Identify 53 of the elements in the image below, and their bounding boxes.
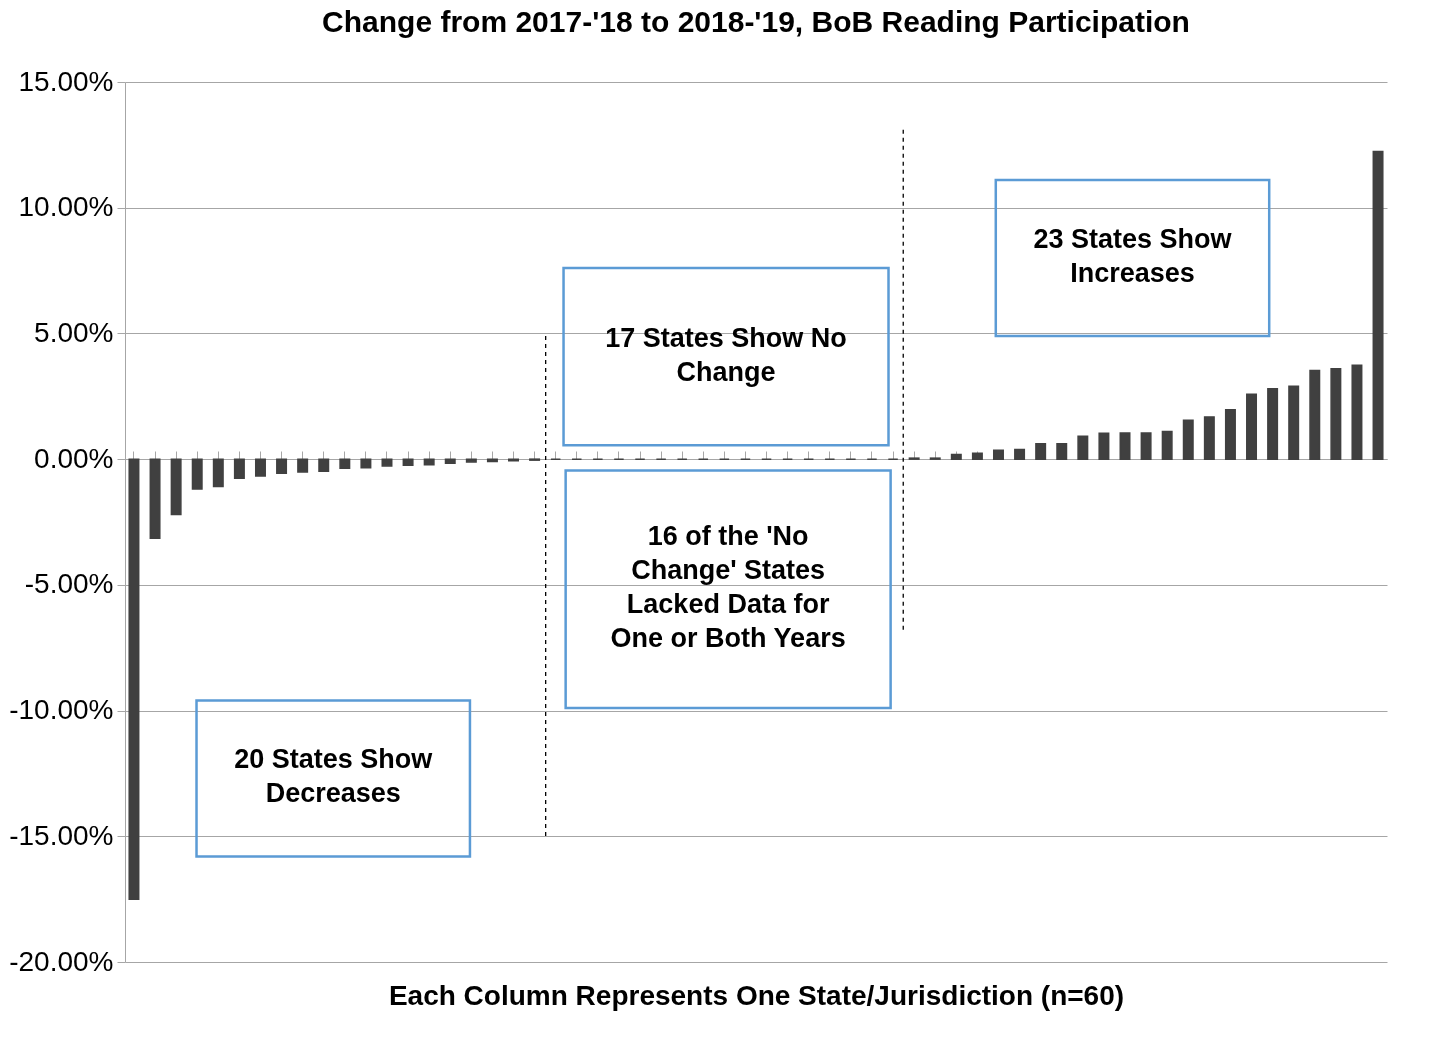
bar [444, 458, 456, 464]
bar [254, 458, 266, 477]
bar [212, 458, 224, 488]
chart-title: Change from 2017-'18 to 2018-'19, BoB Reading Participation [322, 5, 1190, 38]
bar [971, 452, 983, 460]
bar [465, 458, 477, 463]
y-tick-label: 15.00% [18, 65, 114, 97]
bar [1246, 393, 1258, 460]
bar [402, 458, 414, 466]
bar [1098, 432, 1110, 460]
bar [1372, 150, 1384, 460]
bar [233, 458, 245, 479]
bar [1035, 443, 1047, 460]
bar [128, 458, 140, 900]
bar [486, 458, 498, 463]
bar [1182, 419, 1194, 460]
bar [1351, 364, 1363, 460]
bar [1161, 430, 1173, 460]
bar [297, 458, 309, 473]
y-tick-label: -15.00% [9, 819, 114, 851]
bar [993, 449, 1004, 460]
y-tick-label: -10.00% [9, 694, 114, 726]
bar [1140, 432, 1152, 460]
bar [1056, 443, 1068, 460]
annotation: 17 States Show No Change [605, 322, 847, 387]
bar [1267, 387, 1279, 460]
bar [360, 458, 372, 469]
bar [1119, 432, 1131, 460]
bar [1203, 416, 1215, 460]
bar [1224, 409, 1236, 460]
bar [1309, 369, 1321, 460]
y-tick-label: 0.00% [34, 442, 114, 474]
y-tick-label: -20.00% [9, 945, 114, 977]
bar [191, 458, 203, 490]
x-axis-title: Each Column Represents One State/Jurisdiction (n=60) [388, 979, 1125, 1011]
bar [149, 458, 161, 540]
bar [170, 458, 182, 516]
y-tick-label: -5.00% [24, 568, 114, 600]
bar [381, 458, 393, 467]
y-tick-label: 10.00% [18, 191, 114, 223]
annotation: 20 States Show Decreases [234, 744, 434, 809]
bar [339, 458, 351, 469]
bar [318, 458, 330, 472]
bar [1077, 435, 1089, 460]
annotation: 16 of the 'No Change' States Lacked Data for One or Both Years [610, 521, 846, 654]
bar [1014, 448, 1026, 460]
bar [276, 458, 288, 474]
bar [1330, 367, 1342, 460]
y-tick-label: 5.00% [34, 316, 114, 348]
annotation: 23 States Show Increases [1033, 224, 1233, 288]
bar [423, 458, 435, 466]
bar [1288, 385, 1300, 460]
bar [950, 453, 962, 460]
